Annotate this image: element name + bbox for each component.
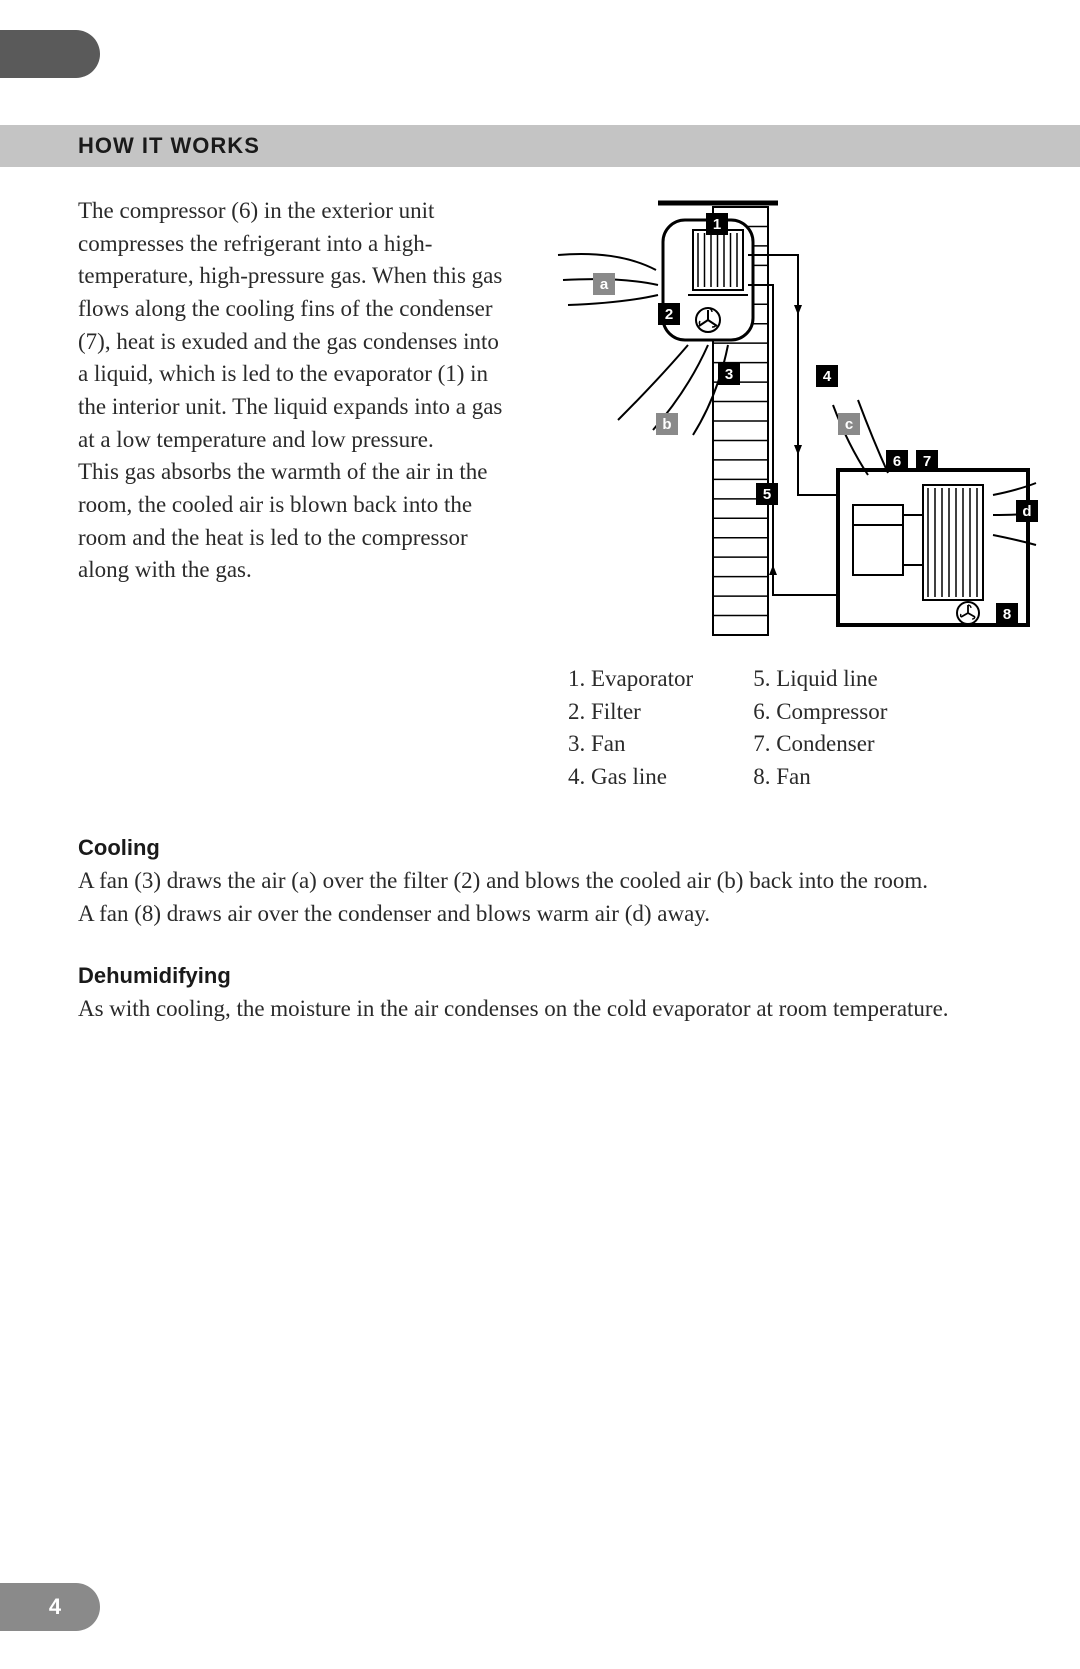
- page-number-tab: 4: [0, 1583, 100, 1631]
- legend-item: 4. Gas line: [568, 761, 693, 794]
- intro-paragraph-2: This gas absorbs the warmth of the air i…: [78, 456, 508, 587]
- top-tab: [0, 30, 100, 78]
- legend-col-2: 5. Liquid line 6. Compressor 7. Condense…: [753, 663, 887, 794]
- two-column-row: The compressor (6) in the exterior unit …: [78, 195, 1002, 794]
- page-content: The compressor (6) in the exterior unit …: [78, 195, 1002, 1056]
- dehumidifying-p1: As with cooling, the moisture in the air…: [78, 993, 1002, 1026]
- svg-text:3: 3: [725, 366, 733, 383]
- legend-item: 2. Filter: [568, 696, 693, 729]
- svg-text:d: d: [1022, 503, 1031, 520]
- page-number: 4: [49, 1594, 61, 1620]
- diagram-legend: 1. Evaporator 2. Filter 3. Fan 4. Gas li…: [568, 663, 1038, 794]
- svg-text:2: 2: [665, 306, 673, 323]
- legend-item: 8. Fan: [753, 761, 887, 794]
- dehumidifying-section: Dehumidifying As with cooling, the moist…: [78, 960, 1002, 1026]
- svg-text:b: b: [662, 416, 671, 433]
- svg-text:4: 4: [823, 368, 832, 385]
- diagram-column: 1 a 2 3 4 b c 5 6 7 d 8 1. Evaporator 2. Filter 3. …: [538, 195, 1038, 794]
- svg-text:7: 7: [923, 453, 931, 470]
- cooling-p1: A fan (3) draws the air (a) over the fil…: [78, 865, 1002, 898]
- svg-text:8: 8: [1003, 606, 1011, 623]
- svg-text:6: 6: [893, 453, 901, 470]
- legend-item: 5. Liquid line: [753, 663, 887, 696]
- legend-item: 7. Condenser: [753, 728, 887, 761]
- svg-text:1: 1: [713, 216, 721, 233]
- ac-diagram: 1 a 2 3 4 b c 5 6 7 d 8: [538, 195, 1038, 645]
- legend-item: 1. Evaporator: [568, 663, 693, 696]
- dehumidifying-heading: Dehumidifying: [78, 960, 1002, 991]
- cooling-heading: Cooling: [78, 832, 1002, 863]
- legend-col-1: 1. Evaporator 2. Filter 3. Fan 4. Gas li…: [568, 663, 693, 794]
- cooling-section: Cooling A fan (3) draws the air (a) over…: [78, 832, 1002, 931]
- section-header-bar: HOW IT WORKS: [0, 125, 1080, 167]
- svg-text:a: a: [600, 276, 609, 293]
- legend-item: 6. Compressor: [753, 696, 887, 729]
- intro-paragraph-1: The compressor (6) in the exterior unit …: [78, 195, 508, 456]
- cooling-p2: A fan (8) draws air over the condenser a…: [78, 898, 1002, 931]
- intro-text: The compressor (6) in the exterior unit …: [78, 195, 508, 794]
- legend-item: 3. Fan: [568, 728, 693, 761]
- svg-text:5: 5: [763, 486, 771, 503]
- svg-text:c: c: [845, 416, 853, 433]
- body-sections: Cooling A fan (3) draws the air (a) over…: [78, 832, 1002, 1026]
- section-title: HOW IT WORKS: [78, 133, 260, 159]
